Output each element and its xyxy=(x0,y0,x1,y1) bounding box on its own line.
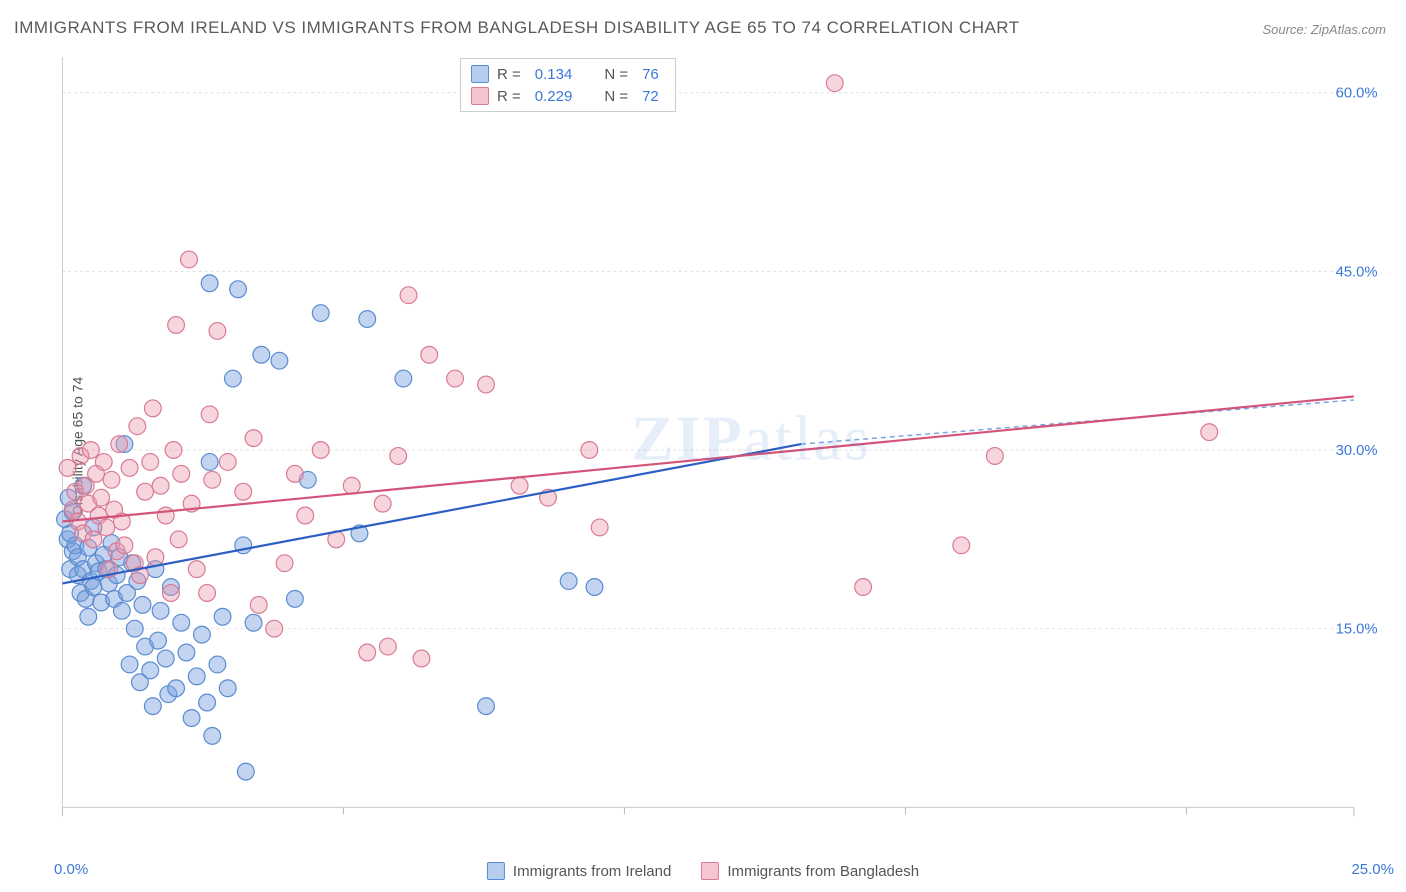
swatch-ireland xyxy=(487,862,505,880)
chart-title: IMMIGRANTS FROM IRELAND VS IMMIGRANTS FR… xyxy=(14,18,1020,38)
x-tick-max: 25.0% xyxy=(1351,861,1394,878)
legend-row-bangladesh: R = 0.229 N = 72 xyxy=(471,85,665,107)
n-value-ireland: 76 xyxy=(642,66,659,83)
y-tick-label: 60.0% xyxy=(1336,86,1378,102)
swatch-bangladesh xyxy=(471,87,489,105)
y-tick-label: 30.0% xyxy=(1336,443,1378,459)
y-tick-label: 15.0% xyxy=(1336,622,1378,638)
correlation-legend: R = 0.134 N = 76 R = 0.229 N = 72 xyxy=(460,58,676,112)
legend-label-ireland: Immigrants from Ireland xyxy=(513,863,671,880)
x-tick-min: 0.0% xyxy=(54,861,88,878)
legend-item-bangladesh: Immigrants from Bangladesh xyxy=(701,862,919,880)
r-value-ireland: 0.134 xyxy=(535,66,573,83)
series-legend: Immigrants from Ireland Immigrants from … xyxy=(487,862,919,880)
r-label: R = xyxy=(497,66,521,83)
legend-item-ireland: Immigrants from Ireland xyxy=(487,862,671,880)
correlation-scatter-chart: 15.0% 30.0% 45.0% 60.0% xyxy=(50,55,1390,835)
y-tick-label: 45.0% xyxy=(1336,264,1378,280)
source-attribution: Source: ZipAtlas.com xyxy=(1262,22,1386,37)
legend-row-ireland: R = 0.134 N = 76 xyxy=(471,63,665,85)
r-label: R = xyxy=(497,88,521,105)
n-value-bangladesh: 72 xyxy=(642,88,659,105)
n-label: N = xyxy=(604,66,628,83)
swatch-bangladesh xyxy=(701,862,719,880)
legend-label-bangladesh: Immigrants from Bangladesh xyxy=(727,863,919,880)
n-label: N = xyxy=(604,88,628,105)
swatch-ireland xyxy=(471,65,489,83)
r-value-bangladesh: 0.229 xyxy=(535,88,573,105)
